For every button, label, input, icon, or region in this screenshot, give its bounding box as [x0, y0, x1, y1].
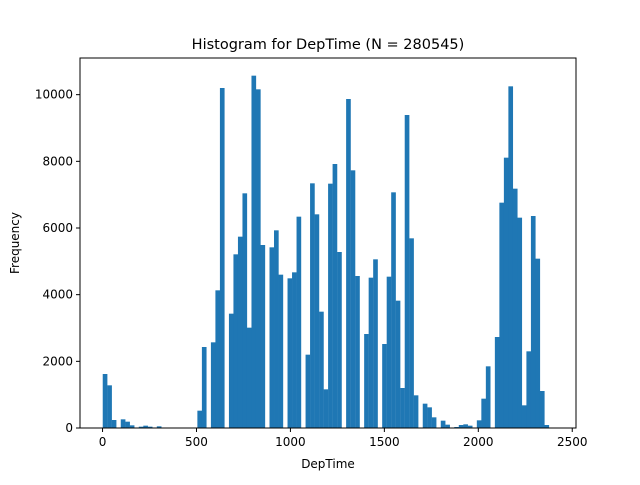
y-tick-label: 0 — [65, 421, 73, 435]
x-tick-label: 1500 — [369, 435, 400, 449]
histogram-bar — [481, 398, 486, 428]
histogram-bar — [125, 421, 130, 428]
histogram-bar — [260, 245, 266, 428]
histogram-bar — [391, 192, 396, 428]
histogram-bar — [143, 425, 148, 428]
y-tick-label: 6000 — [42, 221, 73, 235]
histogram-bar — [530, 216, 536, 428]
histogram-bar — [328, 183, 333, 428]
histogram-bar — [364, 334, 369, 428]
histogram-bar — [350, 170, 356, 428]
histogram-bar — [102, 374, 108, 428]
histogram-bar — [314, 214, 320, 428]
y-axis-ticks: 0 2000 4000 6000 8000 10000 — [35, 88, 80, 435]
histogram-bar — [296, 216, 302, 428]
histogram-bar — [215, 290, 221, 428]
histogram-bar — [292, 272, 297, 428]
histogram-bar — [526, 351, 532, 428]
histogram-bar — [427, 407, 432, 428]
y-tick-label: 8000 — [42, 154, 73, 168]
histogram-bar — [233, 254, 239, 428]
histogram-bar — [323, 389, 329, 428]
histogram-bar — [197, 410, 203, 428]
x-tick-label: 1000 — [275, 435, 306, 449]
histogram-bar — [346, 99, 351, 428]
histogram-bar — [138, 426, 144, 428]
histogram-bar — [210, 342, 216, 428]
histogram-bar — [503, 157, 509, 429]
histogram-bar — [517, 217, 523, 428]
histogram-bar — [237, 236, 243, 428]
histogram-bar — [111, 420, 117, 428]
histogram-bar — [355, 276, 360, 428]
histogram-bar — [319, 311, 324, 428]
histogram-bar — [287, 278, 293, 428]
histogram-bar — [508, 86, 514, 428]
histogram-bar — [521, 405, 527, 428]
x-axis-ticks: 0 500 1000 1500 2000 2500 — [99, 428, 588, 449]
histogram-bar — [373, 259, 378, 428]
histogram-bar — [404, 115, 410, 428]
histogram-bar — [458, 425, 464, 428]
histogram-bar — [332, 164, 338, 428]
histogram-bar — [440, 420, 446, 428]
y-tick-label: 4000 — [42, 288, 73, 302]
chart-title: Histogram for DepTime (N = 280545) — [192, 37, 465, 53]
x-axis-label: DepTime — [301, 457, 355, 471]
histogram-bar — [255, 89, 261, 428]
histogram-bar — [246, 327, 252, 428]
histogram-bar — [201, 347, 207, 428]
x-tick-label: 0 — [99, 435, 107, 449]
histogram-bar — [228, 313, 234, 428]
histogram-bar — [395, 300, 401, 428]
histogram-bar — [422, 403, 428, 428]
histogram-bar — [445, 424, 450, 428]
histogram-bar — [467, 425, 473, 428]
histogram-bar — [382, 344, 387, 428]
histogram-bar — [539, 391, 545, 428]
histogram-bar — [386, 276, 392, 428]
y-axis-label: Frequency — [8, 212, 22, 274]
histogram-bar — [242, 193, 248, 428]
histogram-bar — [499, 202, 505, 428]
histogram-bar — [535, 258, 541, 428]
histogram-bar — [494, 337, 500, 428]
histogram-bar — [463, 424, 468, 428]
histogram-bar — [274, 230, 279, 428]
x-tick-label: 500 — [185, 435, 208, 449]
plot-frame — [79, 57, 577, 429]
histogram-bar — [129, 425, 135, 428]
histogram-bar — [269, 247, 275, 428]
x-tick-label: 2500 — [557, 435, 588, 449]
histogram-bar — [413, 395, 419, 428]
histogram-bar — [485, 366, 491, 428]
histogram-bar — [476, 420, 482, 428]
bars-group — [102, 75, 550, 429]
histogram-bar — [147, 426, 153, 428]
histogram-bar — [400, 388, 405, 428]
histogram-bar — [409, 238, 414, 428]
histogram-bar — [310, 183, 315, 428]
histogram-bar — [431, 417, 437, 428]
histogram-bar — [512, 188, 518, 428]
histogram-bar — [278, 274, 284, 428]
histogram-bar — [156, 426, 162, 428]
histogram-bar — [368, 277, 374, 428]
histogram-bar — [544, 425, 550, 428]
histogram-bar — [107, 385, 112, 428]
histogram-bar — [219, 88, 225, 428]
histogram-bar — [305, 354, 311, 428]
histogram-bar — [251, 75, 257, 429]
x-tick-label: 2000 — [463, 435, 494, 449]
y-tick-label: 2000 — [42, 354, 73, 368]
histogram-bar — [337, 252, 342, 428]
y-tick-label: 10000 — [35, 88, 73, 102]
histogram-bar — [120, 419, 126, 428]
